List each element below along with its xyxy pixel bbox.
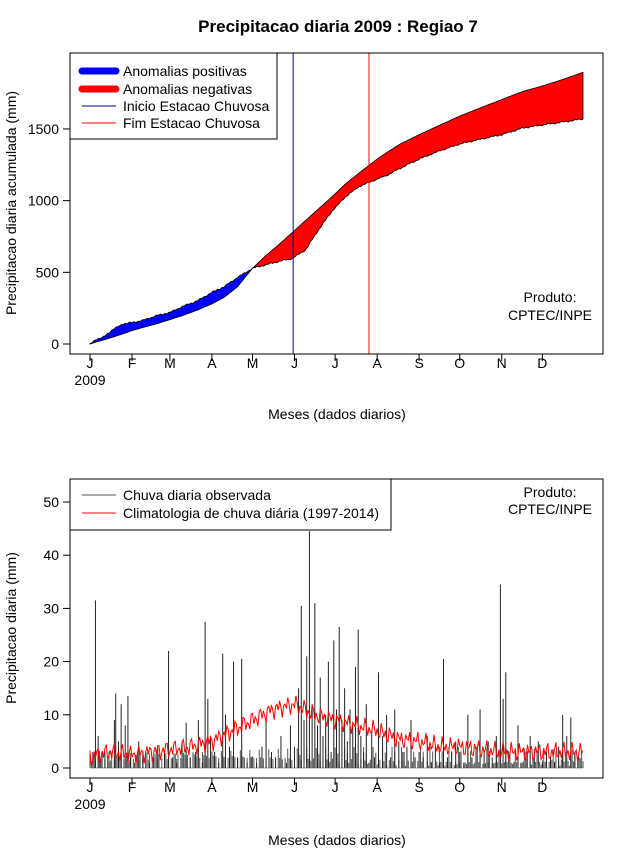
top-y-axis-label: Precipitacao diaria acumulada (mm) [3, 91, 19, 315]
bottom-y-tick-label: 10 [43, 707, 59, 723]
legend-label-positive: Anomalias positivas [123, 63, 247, 79]
chart-title: Precipitacao diaria 2009 : Regiao 7 [198, 17, 478, 36]
bottom-x-tick-label: M [247, 779, 259, 795]
bottom-x-tick-label: A [372, 779, 382, 795]
top-x-tick-label: A [372, 355, 382, 371]
top-x-tick-label: A [207, 355, 217, 371]
bottom-product-source: CPTEC/INPE [508, 501, 592, 517]
bottom-x-tick-label: O [454, 779, 465, 795]
top-x-tick-label: F [128, 355, 137, 371]
legend-label-negative: Anomalias negativas [123, 81, 252, 97]
legend-label-observed: Chuva diaria observada [123, 487, 271, 503]
climatology-line [89, 695, 584, 767]
bottom-product-label: Produto: [524, 484, 577, 500]
top-x-tick-label: N [497, 355, 507, 371]
bottom-y-tick-label: 20 [43, 654, 59, 670]
bottom-x-tick-label: A [207, 779, 217, 795]
top-year-label: 2009 [74, 372, 105, 388]
top-y-tick-label: 0 [51, 336, 59, 352]
bottom-legend: Chuva diaria observada Climatologia de c… [69, 478, 392, 531]
bottom-y-tick-label: 50 [43, 494, 59, 510]
top-x-tick-label: D [537, 355, 547, 371]
bottom-x-tick-label: N [497, 779, 507, 795]
top-y-tick-label: 1000 [28, 193, 59, 209]
positive-anomaly-area [89, 266, 255, 345]
legend-label-climatology: Climatologia de chuva diária (1997-2014) [123, 505, 379, 521]
top-x-tick-label: S [414, 355, 423, 371]
bottom-x-tick-label: M [164, 779, 176, 795]
top-x-tick-label: J [87, 355, 94, 371]
legend-label-start: Inicio Estacao Chuvosa [123, 98, 270, 114]
negative-anomaly-area [253, 71, 584, 269]
bottom-year-label: 2009 [74, 796, 105, 812]
top-x-axis-label: Meses (dados diarios) [268, 406, 406, 422]
daily-precip-chart: 0 10 20 30 40 50 J F M A M J J A S O N D Precipitacao di… [3, 478, 604, 848]
top-legend-box [69, 52, 278, 140]
bottom-y-tick-label: 40 [43, 547, 59, 563]
top-product-source: CPTEC/INPE [508, 307, 592, 323]
bottom-legend-box [69, 478, 392, 531]
top-x-tick-label: M [247, 355, 259, 371]
top-x-tick-label: M [164, 355, 176, 371]
bottom-y-tick-label: 0 [51, 760, 59, 776]
top-legend: Anomalias positivas Anomalias negativas … [69, 52, 278, 140]
bottom-x-tick-label: J [87, 779, 94, 795]
top-y-tick-label: 1500 [28, 121, 59, 137]
top-y-tick-label: 500 [36, 264, 60, 280]
bottom-x-tick-label: F [128, 779, 137, 795]
bottom-x-tick-label: J [332, 779, 339, 795]
bottom-x-axis-label: Meses (dados diarios) [268, 832, 406, 848]
bottom-x-tick-label: S [414, 779, 423, 795]
top-product-label: Produto: [524, 289, 577, 305]
top-x-tick-label: J [332, 355, 339, 371]
bottom-x-tick-label: D [537, 779, 547, 795]
top-x-tick-label: J [291, 355, 298, 371]
legend-label-end: Fim Estacao Chuvosa [123, 115, 260, 131]
bottom-x-tick-label: J [291, 779, 298, 795]
bottom-y-axis-label: Precipitacao diaria (mm) [3, 552, 19, 704]
cumulative-precip-chart: 0 500 1000 1500 J F M A M J J A S O N D Precipitacao d… [3, 52, 604, 422]
top-x-tick-label: O [454, 355, 465, 371]
bottom-y-tick-label: 30 [43, 600, 59, 616]
